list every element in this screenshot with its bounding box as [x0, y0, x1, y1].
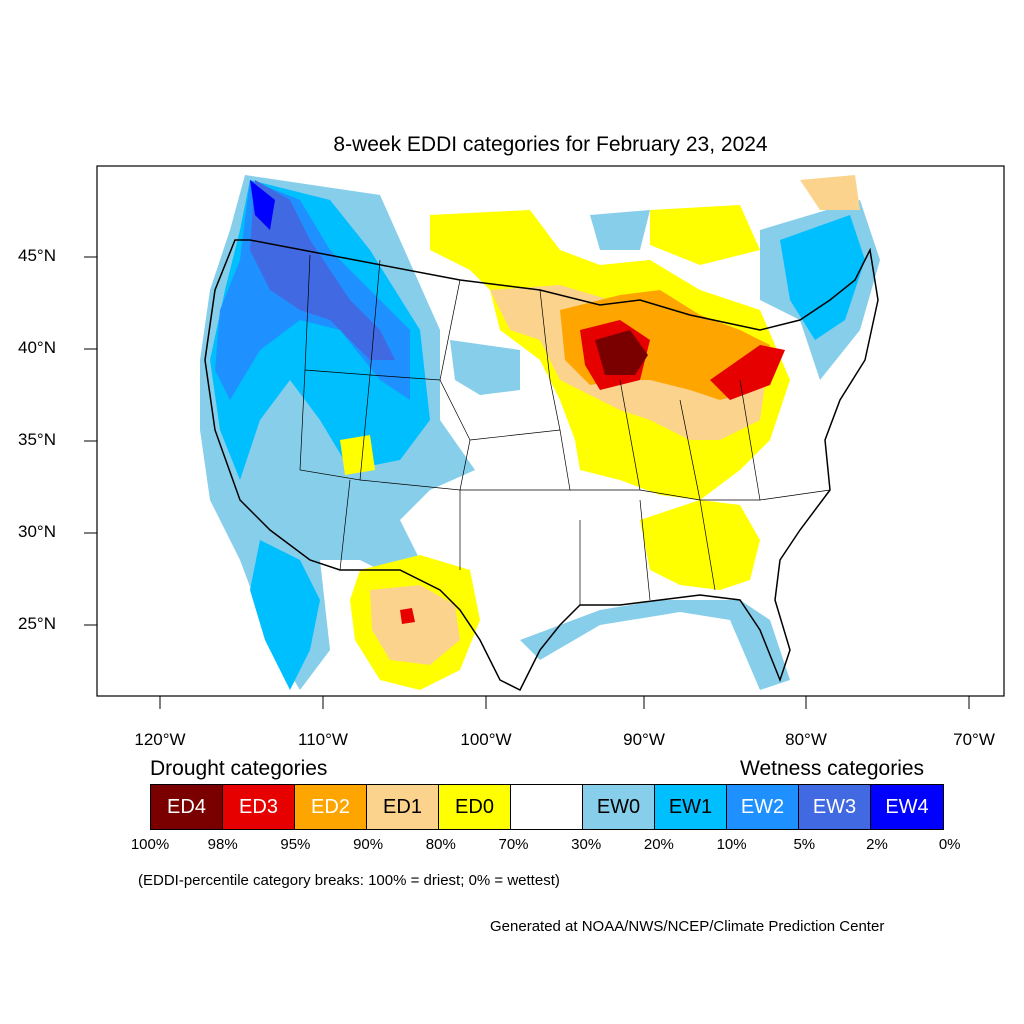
dry-field-se	[640, 500, 760, 590]
lon-label: 110°W	[298, 730, 348, 749]
percent-label: 80%	[425, 836, 456, 853]
percent-label: 98%	[207, 836, 238, 853]
wet-field-west-5	[250, 180, 275, 230]
dry-field-southwest	[340, 435, 375, 475]
legend-box-ed0: ED0	[439, 785, 511, 829]
legend-box-ew3: EW3	[799, 785, 871, 829]
wet-field-gulf	[520, 600, 790, 690]
lon-label: 70°W	[953, 730, 995, 749]
map-title: 8-week EDDI categories for February 23, …	[333, 133, 768, 156]
wet-field-sw	[250, 540, 320, 690]
dry-field-north-2	[800, 175, 860, 210]
dry-field-mexico-3	[400, 608, 415, 624]
percent-label: 20%	[643, 836, 674, 853]
wet-field-plains	[450, 340, 520, 395]
dry-field-north	[650, 205, 760, 265]
lon-label: 80°W	[785, 730, 827, 749]
state-borders	[299, 254, 831, 605]
dry-field-mexico-2	[370, 585, 460, 665]
lon-ticks	[159, 696, 970, 709]
legend-box-ew1: EW1	[655, 785, 727, 829]
wet-field-ne-2	[780, 215, 865, 340]
dry-field-ohio	[710, 345, 785, 400]
percent-label: 70%	[498, 836, 529, 853]
wet-field-canada	[590, 210, 650, 250]
lon-label: 100°W	[460, 730, 512, 749]
category-note: (EDDI-percentile category breaks: 100% =…	[138, 872, 560, 889]
lon-label: 120°W	[134, 730, 186, 749]
lat-label: 30°N	[18, 522, 56, 541]
category-legend: ED4 ED3 ED2 ED1 ED0 EW0 EW1 EW2 EW3 EW4	[150, 784, 944, 830]
dry-field-core	[595, 330, 648, 375]
legend-box-neutral	[511, 785, 583, 829]
wet-field-west-4	[250, 180, 395, 360]
legend-box-ed4: ED4	[151, 785, 223, 829]
legend-box-ew2: EW2	[727, 785, 799, 829]
percent-label: 95%	[280, 836, 311, 853]
lat-ticks	[84, 256, 97, 626]
drought-categories-title: Drought categories	[150, 757, 328, 780]
lat-label: 45°N	[18, 246, 56, 265]
percent-label: 90%	[353, 836, 384, 853]
lat-label: 35°N	[18, 430, 56, 449]
percent-label: 0%	[938, 836, 961, 853]
category-map-fields	[200, 175, 880, 690]
us-outline	[204, 239, 879, 692]
credit-text: Generated at NOAA/NWS/NCEP/Climate Predi…	[490, 918, 885, 935]
lat-label: 40°N	[18, 338, 56, 357]
legend-box-ed1: ED1	[367, 785, 439, 829]
percent-label: 100%	[130, 836, 170, 853]
legend-box-ed2: ED2	[295, 785, 367, 829]
percent-label: 30%	[571, 836, 602, 853]
percent-label: 2%	[866, 836, 888, 853]
map-frame	[96, 165, 1005, 697]
lon-label: 90°W	[623, 730, 665, 749]
lat-label: 25°N	[18, 614, 56, 633]
legend-box-ed3: ED3	[223, 785, 295, 829]
legend-box-ew0: EW0	[583, 785, 655, 829]
percent-label: 5%	[793, 836, 816, 853]
percent-label: 10%	[716, 836, 747, 853]
wetness-categories-title: Wetness categories	[740, 757, 925, 780]
legend-box-ew4: EW4	[871, 785, 943, 829]
